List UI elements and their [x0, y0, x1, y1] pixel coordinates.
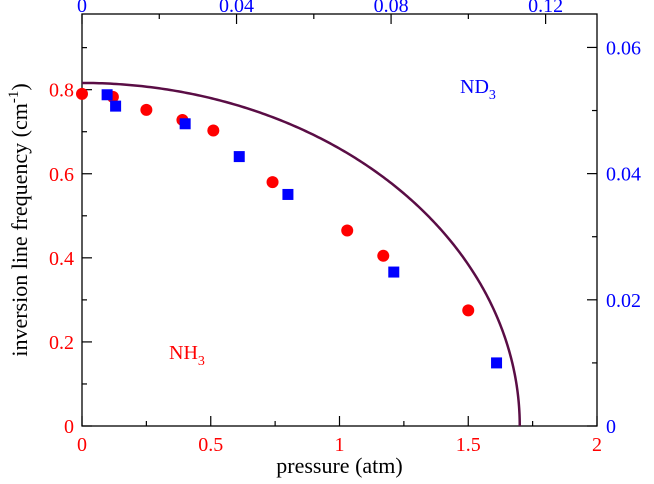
nh3-data-point — [76, 87, 88, 100]
x-bottom-tick-label: 0.5 — [198, 434, 223, 456]
nd3-data-point — [233, 151, 245, 163]
nh3-data-point — [266, 176, 279, 189]
nd3-data-point — [491, 357, 503, 369]
x-top-tick-label: 0.04 — [219, 0, 254, 17]
legend-label-nh3: NH3 — [169, 342, 205, 369]
legend-label-nh3-main: NH — [169, 342, 198, 364]
y-left-tick-label: 0.2 — [49, 332, 74, 354]
nd3-data-point — [110, 100, 122, 112]
nd3-data-point — [282, 188, 294, 200]
x-top-tick-label: 0.12 — [528, 0, 563, 17]
nd3-data-point — [179, 118, 191, 130]
axis-ticks — [81, 14, 598, 427]
y-axis-label-exponent: -1 — [6, 91, 22, 104]
nd3-data-point — [101, 89, 113, 101]
y-right-tick-label: 0 — [606, 416, 616, 438]
legend-label-nh3-sub: 3 — [198, 354, 205, 369]
plot-frame — [81, 13, 598, 427]
y-left-tick-label: 0.6 — [49, 164, 74, 186]
nh3-data-point — [341, 224, 354, 237]
nh3-data-point — [140, 103, 153, 116]
nh3-data-point — [462, 304, 475, 317]
fit-curve-layer — [82, 81, 521, 427]
legend-label-nd3-main: ND — [460, 76, 489, 98]
y-axis-label: inversion line frequency (cm-1) — [6, 83, 32, 356]
x-bottom-tick-label: 1.5 — [456, 434, 481, 456]
nh3-data-point — [377, 249, 390, 262]
y-left-tick-label: 0 — [64, 416, 74, 438]
axis-tick-labels: 0 0.5 1 1.5 20 0.04 0.08 0.1200.20.40.60.800.02… — [49, 0, 641, 456]
nh3-data-point — [207, 124, 220, 137]
x-bottom-tick-label: 2 — [592, 434, 602, 456]
y-left-tick-label: 0.8 — [49, 80, 74, 102]
y-right-tick-label: 0.06 — [606, 37, 641, 59]
fit-curve — [82, 81, 521, 427]
y-right-tick-label: 0.02 — [606, 290, 641, 312]
x-bottom-tick-label: 1 — [335, 434, 345, 456]
y-right-tick-label: 0.04 — [606, 164, 641, 186]
legend-label-nd3-sub: 3 — [489, 88, 496, 103]
x-top-tick-label: 0.08 — [374, 0, 409, 17]
y-axis-label-close: ) — [7, 83, 32, 90]
nd3-data-point — [388, 266, 400, 278]
y-left-tick-label: 0.4 — [49, 248, 74, 270]
y-axis-label-main: inversion line frequency (cm — [7, 103, 32, 357]
data-markers — [76, 87, 503, 369]
x-top-tick-label: 0 — [77, 0, 87, 17]
x-axis-label: pressure (atm) — [276, 453, 402, 478]
x-bottom-tick-label: 0 — [77, 434, 87, 456]
legend-label-nd3: ND3 — [460, 76, 496, 103]
